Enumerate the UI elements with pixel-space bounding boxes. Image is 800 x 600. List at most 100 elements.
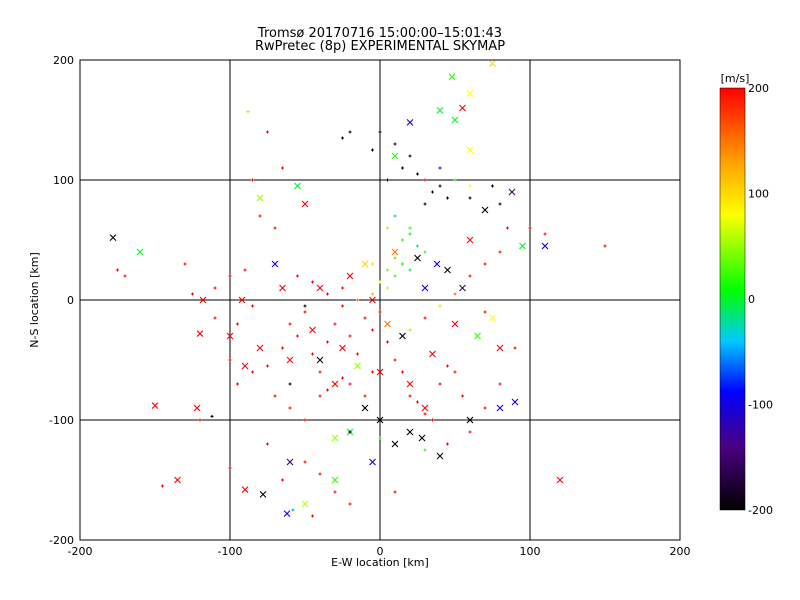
data-point-cross [418, 434, 426, 442]
data-point-dot [483, 262, 487, 266]
data-point-cross [391, 152, 399, 160]
data-point-cross [354, 362, 361, 370]
data-point-dot [386, 226, 389, 230]
data-point-cross [109, 234, 117, 241]
data-point-dot [603, 244, 607, 248]
data-point-cross [301, 500, 309, 508]
data-point-dot [116, 268, 119, 272]
data-point-dot [291, 508, 295, 512]
data-point-dot [408, 394, 412, 398]
data-point-cross [199, 296, 207, 304]
data-point-dot [423, 178, 427, 182]
data-point-cross [256, 344, 264, 352]
data-point-dot [258, 214, 262, 218]
data-point-cross [271, 260, 279, 268]
data-point-dot [378, 280, 382, 284]
data-point-cross [294, 182, 301, 190]
data-point-dot [251, 370, 254, 374]
data-point-cross [331, 380, 339, 388]
data-point-cross [496, 404, 504, 412]
data-point-cross [474, 332, 481, 340]
data-point-cross [256, 194, 264, 202]
data-point-dot [498, 382, 502, 386]
data-point-dot [311, 280, 314, 284]
chart-title-line2: RwPretec (8p) EXPERIMENTAL SKYMAP [254, 39, 506, 54]
data-point-dot [213, 286, 217, 290]
data-point-dot [438, 166, 442, 170]
data-point-cross [286, 356, 294, 364]
data-point-dot [333, 322, 337, 326]
data-point-dot [363, 316, 367, 320]
data-point-dot [228, 466, 232, 470]
data-point-cross [466, 416, 474, 424]
data-point-dot [296, 334, 299, 338]
data-point-cross [406, 380, 414, 388]
data-point-dot [416, 400, 419, 404]
data-point-dot [371, 370, 374, 374]
data-point-dot [288, 382, 292, 386]
data-point-dot [453, 370, 457, 374]
data-point-dot [348, 334, 352, 338]
data-point-cross [226, 332, 234, 340]
data-point-cross [391, 248, 399, 256]
data-point-cross [279, 284, 286, 292]
x-tick-label: -200 [68, 545, 93, 558]
data-point-dot [423, 316, 427, 320]
data-point-dot [341, 136, 344, 140]
data-point-dot [273, 226, 277, 230]
data-point-dot [408, 328, 412, 332]
data-point-cross [259, 491, 267, 498]
data-point-dot [543, 232, 547, 236]
data-point-dot [386, 178, 389, 182]
data-points [109, 60, 607, 518]
data-point-dot [326, 388, 329, 392]
x-axis-label: E-W location [km] [331, 556, 429, 569]
data-point-dot [453, 178, 457, 182]
data-point-dot [318, 394, 322, 398]
data-point-cross [541, 242, 549, 250]
data-point-dot [303, 304, 307, 308]
data-point-dot [273, 394, 277, 398]
data-point-dot [281, 346, 284, 350]
data-point-dot [468, 274, 472, 278]
data-point-dot [251, 304, 254, 308]
data-point-dot [401, 262, 404, 266]
data-point-cross [459, 104, 466, 112]
data-point-cross [391, 440, 399, 448]
colorbar-tick-label: -200 [748, 504, 773, 517]
data-point-dot [326, 292, 329, 296]
data-point-cross [361, 260, 369, 268]
data-point-dot [408, 268, 412, 272]
data-point-cross [174, 476, 181, 484]
data-point-dot [333, 490, 337, 494]
data-point-dot [251, 178, 254, 182]
data-point-cross [496, 344, 504, 352]
x-tick-label: 0 [377, 545, 384, 558]
data-point-dot [498, 250, 502, 254]
data-point-cross [466, 236, 474, 244]
data-point-dot [183, 262, 187, 266]
y-tick-label: 0 [67, 294, 74, 307]
data-point-dot [386, 286, 389, 290]
data-point-dot [378, 130, 382, 134]
data-point-dot [431, 418, 434, 422]
chart-title-line1: Tromsø 20170716 15:00:00–15:01:43 [257, 26, 503, 41]
data-point-dot [408, 226, 412, 230]
data-point-cross [406, 119, 414, 126]
data-point-dot [438, 382, 442, 386]
data-point-cross [444, 266, 451, 274]
data-point-cross [196, 330, 204, 337]
colorbar-ticks: 200 100 0 -100 -200 [748, 82, 773, 517]
data-point-dot [213, 316, 217, 320]
data-point-dot [348, 502, 352, 506]
data-point-dot [483, 406, 487, 410]
x-tick-label: 100 [520, 545, 541, 558]
data-point-dot [341, 304, 344, 308]
data-point-cross [519, 242, 526, 250]
data-point-dot [401, 238, 404, 242]
data-point-dot [371, 262, 374, 266]
data-point-cross [361, 404, 369, 412]
y-tick-label: -100 [49, 414, 74, 427]
data-point-cross [283, 510, 291, 517]
